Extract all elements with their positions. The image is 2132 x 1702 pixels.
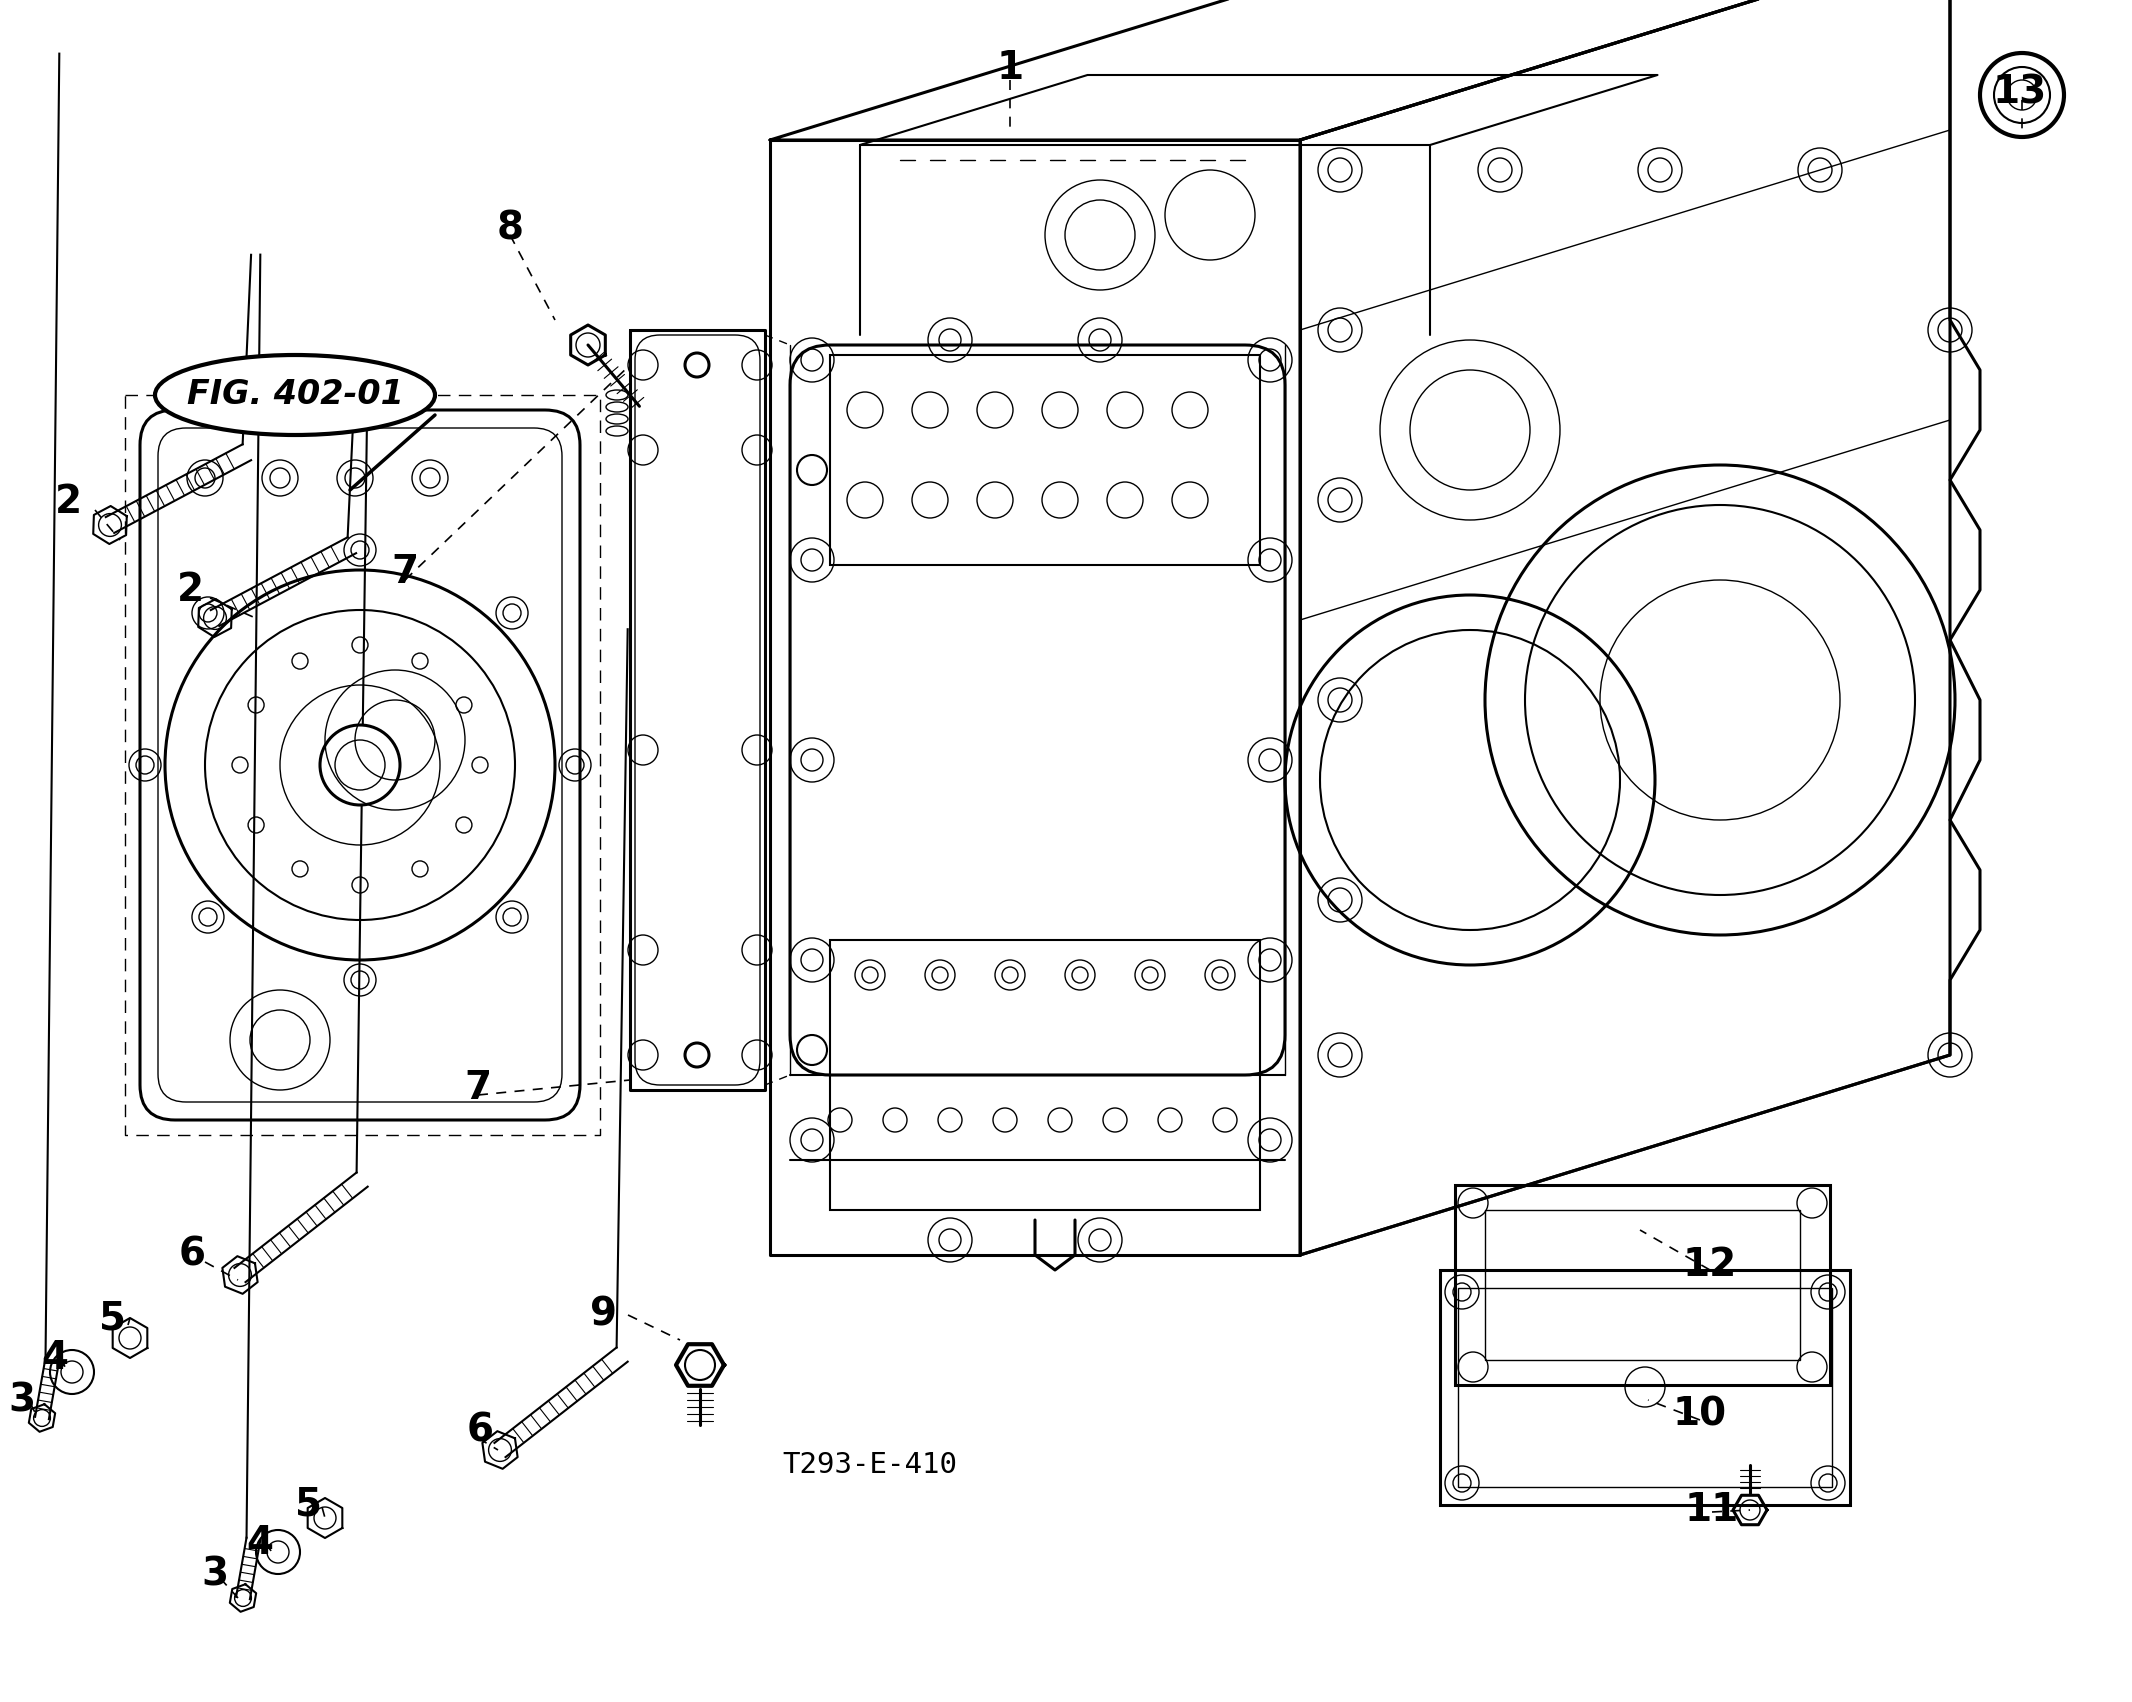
Ellipse shape	[156, 356, 435, 436]
Text: 7: 7	[392, 553, 418, 591]
Bar	[1439, 1270, 1851, 1505]
Text: 11: 11	[1684, 1491, 1740, 1528]
Text: 4: 4	[247, 1523, 273, 1562]
Text: 6: 6	[179, 1236, 205, 1275]
Text: 6: 6	[467, 1411, 492, 1448]
Bar	[1458, 1288, 1831, 1488]
Bar	[1486, 1210, 1799, 1360]
Bar	[829, 356, 1260, 565]
Text: 7: 7	[465, 1069, 492, 1106]
Text: 9: 9	[591, 1295, 616, 1334]
Text: 13: 13	[1993, 73, 2047, 111]
Circle shape	[320, 725, 401, 805]
Bar	[1454, 1185, 1829, 1385]
Text: 4: 4	[41, 1339, 68, 1377]
Text: 5: 5	[98, 1299, 126, 1338]
Text: 2: 2	[177, 570, 203, 609]
Text: 2: 2	[55, 483, 81, 521]
Text: 5: 5	[294, 1486, 322, 1523]
Text: 8: 8	[497, 209, 524, 247]
Text: 3: 3	[200, 1556, 228, 1595]
Text: 12: 12	[1682, 1246, 1738, 1283]
Text: 10: 10	[1674, 1396, 1727, 1435]
Text: FIG. 402-01: FIG. 402-01	[188, 378, 403, 412]
Text: 3: 3	[9, 1380, 36, 1419]
Bar	[829, 940, 1260, 1210]
Text: T293-E-410: T293-E-410	[782, 1452, 957, 1479]
Text: 1: 1	[996, 49, 1023, 87]
